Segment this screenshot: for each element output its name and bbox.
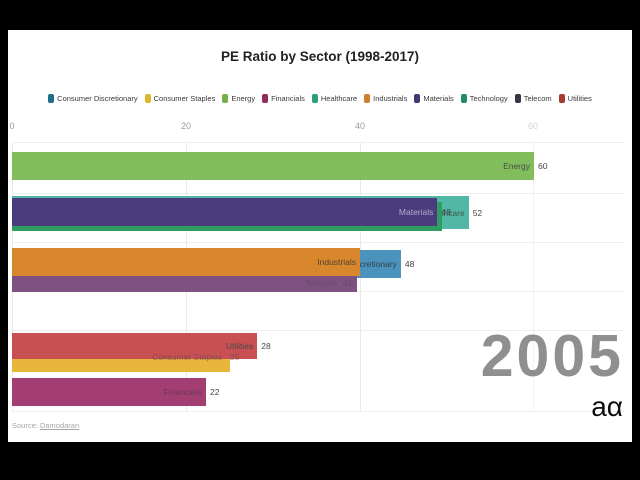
legend-label: Financials <box>271 94 305 103</box>
bar-label-materials: Materials <box>398 207 434 217</box>
chart-panel: PE Ratio by Sector (1998-2017) Consumer … <box>8 30 632 442</box>
bar-financials: Financials 22 <box>12 378 219 406</box>
bar-label-utilities: Utilities <box>225 341 254 351</box>
bar-value-telecom: 41 <box>343 278 353 288</box>
legend-item-technology: Technology <box>460 94 508 103</box>
bar-label-telecom: Telecom <box>305 278 338 288</box>
legend-item-consumer-staples: Consumer Staples <box>144 94 216 103</box>
bar-label-energy: Energy <box>503 161 530 171</box>
legend-item-energy: Energy <box>222 94 255 103</box>
legend-label: Materials <box>423 94 454 103</box>
brand-logo: aα <box>591 391 623 422</box>
bar-label-healthcare: Healthcare <box>423 207 465 218</box>
legend-swatch-icon <box>311 94 318 103</box>
chart-title: PE Ratio by Sector (1998-2017) <box>220 49 420 64</box>
horizontal-gridline <box>12 142 624 143</box>
legend-label: Telecom <box>523 94 552 103</box>
bar-label-financials: Financials <box>163 387 202 397</box>
legend-label: Utilities <box>567 94 592 103</box>
bar-label-industrials: Industrials <box>317 257 356 267</box>
bar-materials: Materials 48 <box>12 198 451 226</box>
legend-swatch-icon <box>364 94 371 103</box>
legend-swatch-icon <box>144 94 151 103</box>
legend-swatch-icon <box>222 94 229 103</box>
horizontal-gridline <box>12 411 624 412</box>
legend-swatch-icon <box>414 94 421 103</box>
legend: Consumer Discretionary Consumer Staples En… <box>8 94 632 103</box>
legend-label: Technology <box>469 94 508 103</box>
x-tick-0: 0 <box>9 121 15 131</box>
legend-item-healthcare: Healthcare <box>311 94 358 103</box>
source-prefix: Source: <box>12 421 40 430</box>
legend-swatch-icon <box>48 94 55 103</box>
vertical-gridline <box>533 142 534 412</box>
x-tick-60: 60 <box>527 121 539 131</box>
legend-label: Consumer Discretionary <box>57 94 138 103</box>
bar-value-healthcare: 52 <box>472 207 483 218</box>
horizontal-gridline <box>12 193 624 194</box>
bar-value-materials: 48 <box>441 207 451 217</box>
x-tick-40: 40 <box>354 121 366 131</box>
legend-item-industrials: Industrials <box>364 94 407 103</box>
bar-utilities: Utilities 28 <box>12 333 271 359</box>
horizontal-gridline <box>12 242 624 243</box>
year-label: 2005 <box>480 323 624 389</box>
legend-item-consumer-discretionary: Consumer Discretionary <box>48 94 138 103</box>
bar-label-consumer-staples: Consumer Staples <box>152 352 222 362</box>
legend-swatch-icon <box>558 94 565 103</box>
horizontal-gridline <box>12 330 624 331</box>
legend-label: Industrials <box>373 94 408 103</box>
bar-value-energy: 60 <box>538 161 548 171</box>
legend-item-materials: Materials <box>414 94 454 103</box>
bar-value-consumer-staples: 25 <box>230 352 240 362</box>
bar-value-financials: 22 <box>210 387 220 397</box>
legend-item-telecom: Telecom <box>514 94 552 103</box>
legend-item-financials: Financials <box>262 94 305 103</box>
bar-energy: Energy 60 <box>12 152 547 180</box>
legend-swatch-icon <box>514 94 521 103</box>
legend-label: Energy <box>231 94 256 103</box>
legend-item-utilities: Utilities <box>558 94 592 103</box>
bar-value-consumer-discretionary: 48 <box>404 259 415 269</box>
legend-swatch-icon <box>262 94 269 103</box>
legend-label: Consumer Staples <box>153 94 216 103</box>
legend-swatch-icon <box>460 94 467 103</box>
bar-value-utilities: 28 <box>261 341 271 351</box>
source-link[interactable]: Damodaran <box>39 421 80 430</box>
legend-label: Healthcare <box>320 94 358 103</box>
bar-industrials: Industrials <box>12 248 360 276</box>
source-line: Source: Damodaran <box>12 421 79 430</box>
x-tick-20: 20 <box>180 121 192 131</box>
